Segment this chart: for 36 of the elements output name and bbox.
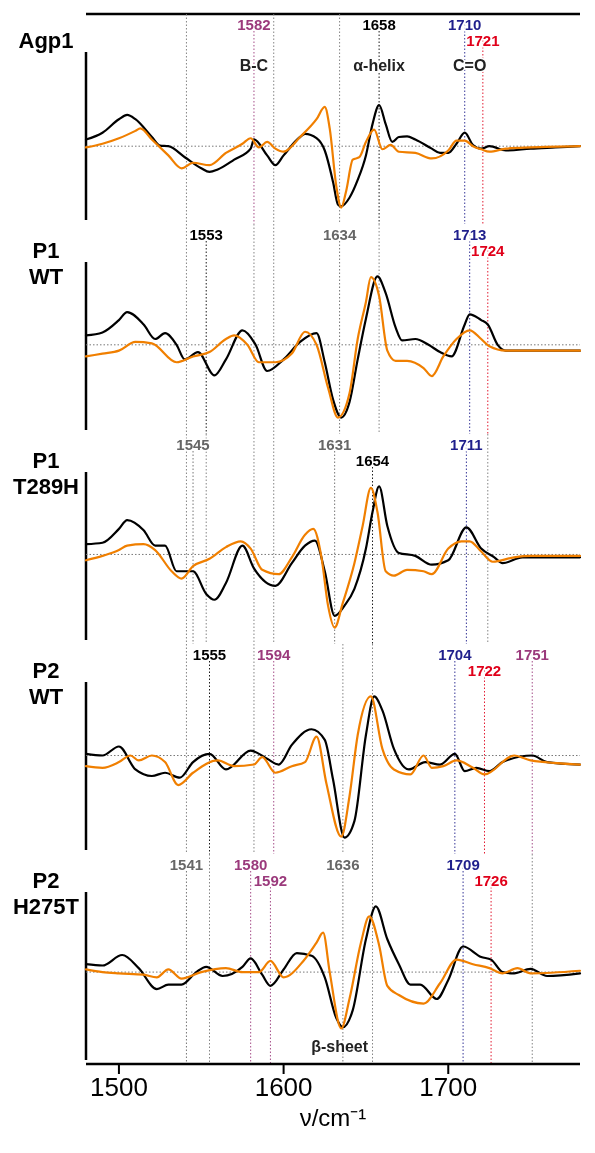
ref-line-label: 1724 xyxy=(471,242,506,259)
ref-line-label: 1722 xyxy=(467,662,502,679)
chart-title: P1 T289H xyxy=(12,448,80,499)
ref-line-label: 1592 xyxy=(253,872,288,889)
ref-line-label: 1636 xyxy=(326,856,360,873)
ref-line-label: 1704 xyxy=(438,646,473,663)
x-tick-label: 1700 xyxy=(419,1072,478,1102)
ref-line-label: 1713 xyxy=(452,226,487,243)
ref-line-label: 1634 xyxy=(322,226,357,243)
chart-title: P2 H275T xyxy=(12,868,80,919)
ref-line-label: 1553 xyxy=(189,226,223,243)
ref-line-label: 1710 xyxy=(448,16,482,33)
ref-line-label: 1555 xyxy=(192,646,227,663)
annotation: β-sheet xyxy=(311,1037,369,1055)
x-axis-title: ν/cm⁻¹ xyxy=(299,1104,367,1131)
x-tick-label: 1500 xyxy=(90,1072,148,1102)
ref-line-label: 1580 xyxy=(233,856,268,873)
chart-title: P1 WT xyxy=(28,238,64,289)
ref-line-label: 1545 xyxy=(176,436,210,453)
ref-line-label: 1721 xyxy=(466,32,500,49)
ref-line-label: 1726 xyxy=(474,872,508,889)
ref-line-label: 1751 xyxy=(515,646,549,663)
ref-line-label: 1711 xyxy=(450,436,483,453)
x-tick-label: 1600 xyxy=(254,1072,313,1102)
chart-title: P2 WT xyxy=(28,658,64,709)
ref-line-label: 1709 xyxy=(446,856,480,873)
chart-title: Agp1 xyxy=(18,28,74,53)
ref-line-label: 1654 xyxy=(355,452,390,469)
annotation: B-C xyxy=(239,56,269,74)
ref-line-label: 1541 xyxy=(169,856,204,873)
annotation: α-helix xyxy=(353,56,406,74)
ref-line-label: 1594 xyxy=(257,646,292,663)
ref-line-label: 1631 xyxy=(317,436,352,453)
ref-line-label: 1658 xyxy=(362,16,396,33)
ref-line-label: 1582 xyxy=(237,16,271,33)
annotation: C=O xyxy=(453,56,487,74)
